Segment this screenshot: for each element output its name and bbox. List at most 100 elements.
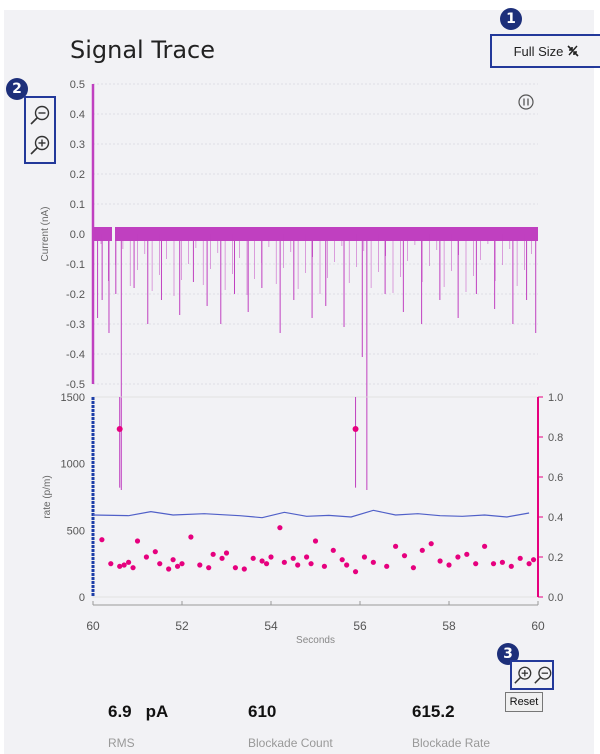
rate-point bbox=[526, 561, 532, 567]
rate-point bbox=[384, 563, 390, 569]
y2-tick-label: 0.4 bbox=[548, 512, 563, 524]
rate-point bbox=[361, 554, 368, 560]
collapse-arrows-icon bbox=[567, 45, 579, 57]
rate-point bbox=[295, 562, 301, 568]
rate-point bbox=[121, 562, 127, 568]
rate-point bbox=[330, 547, 336, 553]
y-tick-label: 0.0 bbox=[70, 229, 85, 241]
y2-tick-label: 1.0 bbox=[548, 392, 563, 404]
y-tick-label: 0.1 bbox=[70, 199, 85, 211]
left-zoom-controls bbox=[24, 96, 56, 164]
rate-point bbox=[117, 563, 123, 569]
y-tick-label: -0.2 bbox=[66, 289, 85, 301]
page-title: Signal Trace bbox=[70, 36, 216, 64]
rate-point bbox=[455, 554, 461, 560]
rate-point bbox=[277, 525, 283, 531]
rate-point bbox=[210, 551, 216, 557]
rate-point bbox=[152, 549, 158, 555]
y-tick-label: -0.5 bbox=[66, 379, 85, 391]
current-trace-plot: 0.5 0.4 0.3 0.2 0.1 0.0 -0.1 -0.2 -0.3 -0.4 -0.5 Cu… bbox=[40, 79, 538, 490]
rate-point bbox=[174, 563, 181, 569]
rate-point bbox=[304, 554, 310, 560]
rate-plot: 1500 1000 500 0 1.0 0.8 0.6 0.4 0.2 0.0 rate (p/m)… bbox=[42, 392, 563, 646]
pause-icon[interactable] bbox=[518, 94, 534, 110]
rate-point bbox=[339, 557, 345, 563]
rate-point bbox=[370, 559, 376, 565]
chart-panel bbox=[4, 10, 594, 754]
rate-point bbox=[157, 561, 163, 567]
rate-plot-frame bbox=[92, 396, 539, 598]
rate-point bbox=[446, 562, 452, 568]
rate-point bbox=[530, 557, 537, 563]
rate-point bbox=[410, 565, 416, 571]
zoom-in-icon[interactable] bbox=[513, 665, 533, 685]
full-size-button[interactable]: Full Size bbox=[490, 34, 600, 68]
y-tick-label: -0.1 bbox=[66, 259, 85, 271]
rate-point bbox=[344, 562, 350, 568]
rate-point bbox=[321, 563, 327, 569]
rate-point bbox=[490, 561, 497, 567]
rate-point bbox=[134, 538, 141, 544]
y-tick-label: 1500 bbox=[61, 392, 85, 404]
y-tick-label: 500 bbox=[67, 525, 85, 537]
badge-3: 3 bbox=[497, 643, 519, 665]
rate-point bbox=[130, 565, 136, 571]
badge-2: 2 bbox=[6, 78, 28, 100]
rate-point bbox=[263, 561, 270, 567]
rate-point bbox=[308, 561, 314, 567]
rate-point bbox=[281, 559, 287, 565]
y-axis-title: Current (nA) bbox=[40, 206, 51, 261]
rate-point bbox=[126, 559, 132, 565]
x-tick-label: 60 bbox=[86, 619, 100, 633]
rate-point bbox=[108, 561, 114, 567]
blockade-count-value: 610 bbox=[248, 702, 277, 721]
rate-point bbox=[259, 558, 265, 564]
rate-point bbox=[268, 554, 274, 560]
full-size-label: Full Size bbox=[513, 43, 564, 59]
y-axis-title: rate (p/m) bbox=[42, 475, 53, 518]
y-tick-label: 0.3 bbox=[70, 139, 85, 151]
rate-point bbox=[312, 538, 319, 544]
rate-point bbox=[179, 561, 185, 567]
y-tick-label: 0.5 bbox=[70, 79, 85, 91]
rate-point bbox=[232, 565, 238, 571]
noise-band bbox=[93, 227, 538, 241]
rate-point bbox=[206, 565, 212, 571]
zoom-out-icon[interactable] bbox=[29, 104, 51, 126]
y-tick-label: 0.2 bbox=[70, 169, 85, 181]
rate-point bbox=[143, 554, 149, 560]
rate-point bbox=[99, 537, 105, 543]
rate-point bbox=[170, 557, 176, 563]
y2-tick-label: 0.2 bbox=[548, 552, 563, 564]
rate-point bbox=[508, 563, 514, 569]
rate-point bbox=[517, 555, 523, 561]
rate-point bbox=[473, 561, 479, 567]
x-tick-label: 56 bbox=[353, 619, 367, 633]
y2-tick-label: 0.6 bbox=[548, 472, 563, 484]
x-axis-title: Seconds bbox=[296, 635, 335, 646]
blockade-rate-label: Blockade Rate bbox=[412, 736, 491, 750]
rate-point bbox=[223, 550, 230, 556]
y-tick-label: -0.3 bbox=[66, 319, 85, 331]
rate-point bbox=[250, 555, 256, 561]
spike-point bbox=[352, 426, 359, 432]
rate-point bbox=[401, 553, 408, 559]
x-tick-label: 54 bbox=[264, 619, 278, 633]
rate-point bbox=[482, 543, 488, 549]
blockade-rate-value: 615.2 bbox=[412, 702, 455, 721]
rate-point bbox=[352, 569, 359, 575]
rate-point bbox=[219, 555, 225, 561]
y-tick-label: 0 bbox=[79, 592, 85, 604]
rate-point bbox=[419, 547, 425, 553]
y2-tick-label: 0.8 bbox=[548, 432, 563, 444]
y-tick-label: -0.4 bbox=[66, 349, 85, 361]
y-tick-label: 0.4 bbox=[70, 109, 85, 121]
rms-label: RMS bbox=[108, 736, 135, 750]
bottom-zoom-controls bbox=[510, 660, 554, 690]
zoom-in-icon[interactable] bbox=[29, 134, 51, 156]
signal-chart: 0.5 0.4 0.3 0.2 0.1 0.0 -0.1 -0.2 -0.3 -0.4 -0.5 Cu… bbox=[40, 79, 563, 646]
x-tick-label: 58 bbox=[442, 619, 456, 633]
zoom-out-icon[interactable] bbox=[533, 665, 553, 685]
blockade-count-label: Blockade Count bbox=[248, 736, 333, 750]
reset-tooltip: Reset bbox=[505, 692, 543, 712]
